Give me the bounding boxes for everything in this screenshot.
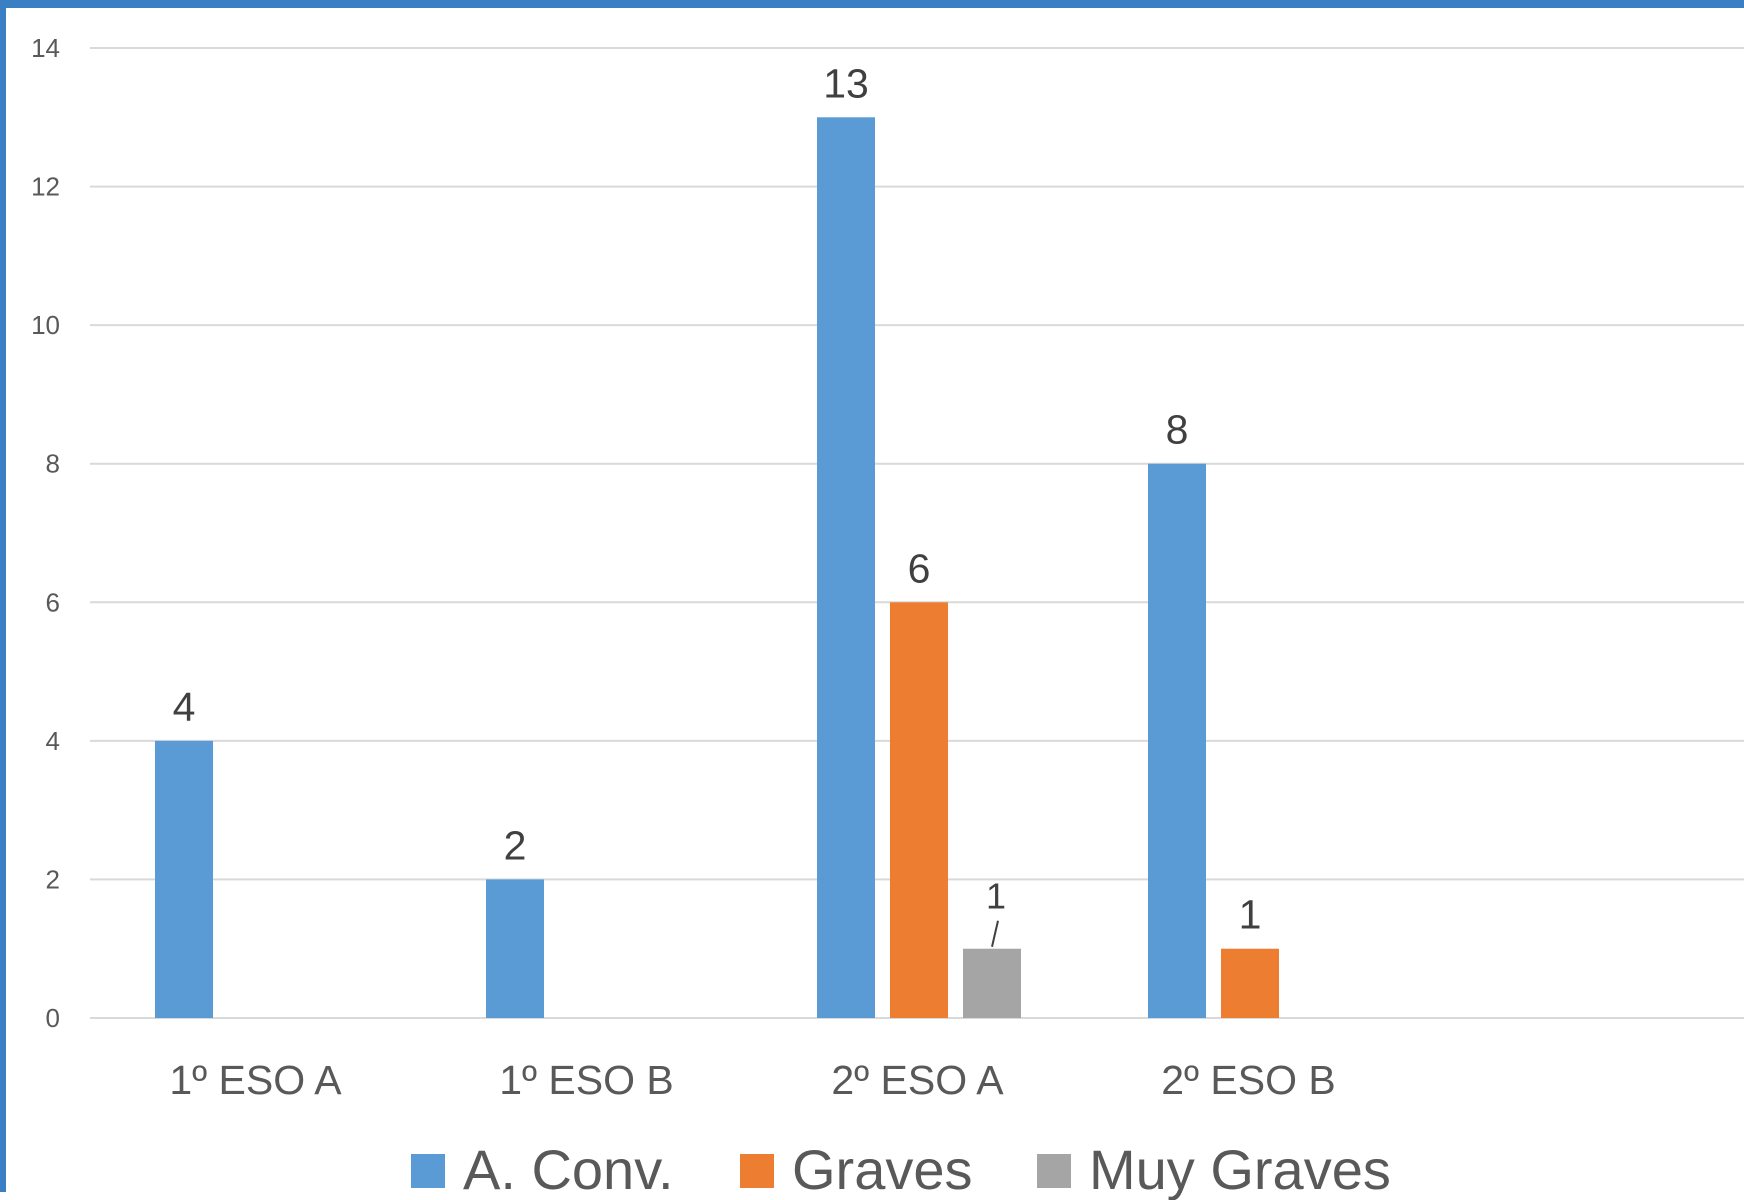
bar-a-conv-1 [486, 879, 544, 1018]
bar-chart: 0 2 4 6 8 10 12 14 4 2 13 6 1 8 1 1º ESO A 1º ESO B 2º … [31, 33, 1744, 1200]
y-tick-label: 4 [46, 726, 60, 756]
legend-swatch [411, 1154, 445, 1188]
legend-entry-label: Muy Graves [1089, 1138, 1391, 1200]
bar-a-conv-3 [1148, 463, 1206, 1018]
data-label: 8 [1166, 407, 1189, 453]
y-tick-label: 2 [46, 864, 60, 894]
data-label: 1 [986, 876, 1006, 917]
bar-a-conv-2 [817, 117, 875, 1019]
x-axis-category-labels: 1º ESO A 1º ESO B 2º ESO A 2º ESO B [169, 1057, 1335, 1103]
y-tick-label: 0 [46, 1003, 60, 1033]
legend-entry-label: Graves [792, 1138, 973, 1200]
data-label: 4 [173, 684, 196, 730]
y-tick-label: 14 [31, 33, 60, 63]
category-label: 1º ESO B [499, 1057, 674, 1103]
y-tick-label: 6 [46, 587, 60, 617]
category-label: 2º ESO A [831, 1057, 1004, 1103]
legend-entry-label: A. Conv. [463, 1138, 674, 1200]
data-label: 1 [1239, 892, 1262, 938]
legend-swatch [740, 1154, 774, 1188]
category-label: 2º ESO B [1161, 1057, 1336, 1103]
leader-line [991, 920, 999, 947]
bar-graves-3 [1221, 948, 1279, 1018]
data-label: 6 [908, 545, 931, 591]
y-tick-label: 10 [31, 310, 60, 340]
y-tick-label: 12 [31, 172, 60, 202]
category-label: 1º ESO A [169, 1057, 342, 1103]
bars [155, 117, 1279, 1019]
bar-graves-2 [890, 602, 948, 1018]
y-axis-tick-labels: 0 2 4 6 8 10 12 14 [31, 33, 60, 1033]
legend: A. Conv. Graves Muy Graves [411, 1138, 1391, 1200]
bar-a-conv-0 [155, 740, 213, 1018]
data-labels: 4 2 13 6 1 8 1 [173, 60, 1262, 947]
legend-swatch [1037, 1154, 1071, 1188]
y-tick-label: 8 [46, 449, 60, 479]
data-label: 13 [823, 60, 869, 106]
bar-muy-graves-2 [963, 948, 1021, 1018]
data-label: 2 [504, 822, 527, 868]
